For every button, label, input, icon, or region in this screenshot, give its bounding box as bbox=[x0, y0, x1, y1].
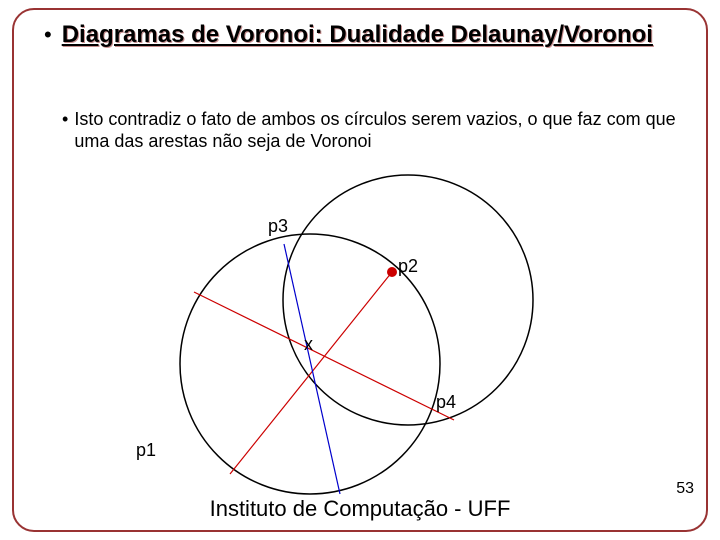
body-bullet: • bbox=[62, 108, 68, 130]
slide-title: Diagramas de Voronoi: Dualidade Delaunay… bbox=[62, 20, 653, 50]
label-p2: p2 bbox=[398, 256, 418, 277]
label-x: x bbox=[304, 334, 313, 355]
body-text: Isto contradiz o fato de ambos os círcul… bbox=[74, 108, 680, 152]
page-number: 53 bbox=[676, 480, 694, 498]
slide-frame bbox=[12, 8, 708, 532]
label-p3: p3 bbox=[268, 216, 288, 237]
label-p4: p4 bbox=[436, 392, 456, 413]
body-block: • Isto contradiz o fato de ambos os círc… bbox=[62, 108, 680, 152]
footer-text: Instituto de Computação - UFF bbox=[0, 496, 720, 522]
title-block: • Diagramas de Voronoi: Dualidade Delaun… bbox=[44, 20, 676, 50]
slide: • Diagramas de Voronoi: Dualidade Delaun… bbox=[0, 0, 720, 540]
title-bullet: • bbox=[44, 20, 52, 50]
label-p1: p1 bbox=[136, 440, 156, 461]
